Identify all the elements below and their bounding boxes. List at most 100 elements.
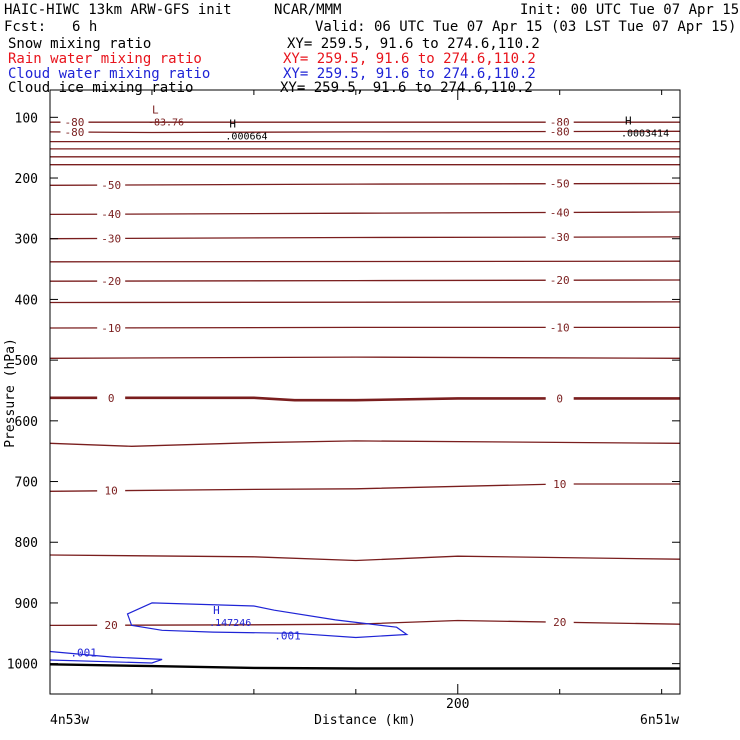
terrain-line (49, 663, 680, 670)
isotherm-line (50, 396, 680, 402)
isotherm-label: -40 (101, 208, 121, 221)
y-tick-label: 1000 (7, 658, 38, 673)
field-rain-label: Rain water mixing ratio (8, 51, 202, 67)
isotherm-line (49, 236, 681, 240)
cloud-water-contour (126, 602, 409, 639)
isotherm-label-bg (545, 116, 574, 129)
x-tick-label: 200 (446, 697, 469, 712)
y-tick-label: 700 (15, 476, 38, 491)
plot-frame (49, 89, 681, 695)
isotherm-line (49, 130, 681, 134)
forecast-label: Fcst: (4, 19, 47, 35)
plot-border (49, 89, 681, 695)
cloud-water-label: .001 (274, 629, 301, 642)
field-cloud-water-label: Cloud water mixing ratio (8, 66, 211, 82)
isotherm-label-bg (545, 392, 574, 405)
field-cloud-ice-xy: XY= 259.5, 91.6 to 274.6,110.2 (280, 80, 533, 96)
field-cloud-ice-label: Cloud ice mixing ratio (8, 80, 194, 96)
y-tick-label: 200 (15, 172, 38, 187)
isotherm-line (49, 211, 681, 216)
isotherm-label-bg (545, 321, 574, 334)
isotherm-line (49, 301, 681, 304)
isotherm-label: -80 (65, 126, 85, 139)
extremum-letter: H (229, 118, 236, 131)
valid-time: Valid: 06 UTC Tue 07 Apr 15 (03 LST Tue … (315, 19, 737, 35)
isotherm-label: 20 (105, 619, 118, 632)
field-cloud-water-xy: XY= 259.5, 91.6 to 274.6,110.2 (283, 66, 536, 82)
extremum-letter: L (152, 104, 159, 117)
isotherm-line (49, 483, 680, 492)
isotherm-label: -80 (65, 116, 85, 129)
extremum-value: -83.76 (148, 118, 184, 129)
isotherm-line (49, 440, 681, 447)
y-tick-label: 100 (15, 111, 38, 126)
isotherm-label: 0 (108, 392, 115, 405)
isotherm-label-bg (545, 177, 574, 190)
forecast-hour: 6 h (72, 19, 98, 35)
cloud-water-label: .001 (70, 646, 97, 659)
extremum-value: .0003414 (621, 129, 669, 140)
y-tick-label: 500 (15, 354, 38, 369)
isotherm-label: -80 (550, 126, 570, 139)
init-time: Init: 00 UTC Tue 07 Apr 15 (520, 2, 740, 18)
extremum-value: .000664 (225, 132, 267, 143)
left-corner-label: 4n53w (50, 713, 89, 728)
isotherm-label-bg (97, 391, 126, 404)
isotherm-label-bg (545, 274, 574, 287)
isotherm-label: 10 (553, 478, 566, 491)
isotherm-line (49, 279, 681, 282)
isotherm-label: -30 (550, 231, 570, 244)
org-label: NCAR/MMM (274, 2, 342, 18)
isotherm-label: 10 (105, 485, 118, 498)
isotherm-line (49, 554, 681, 562)
field-rain-xy: XY= 259.5, 91.6 to 274.6,110.2 (283, 51, 536, 67)
isotherm-label: -10 (550, 321, 570, 334)
isotherm-label-bg (545, 231, 574, 244)
isotherm-label-bg (97, 275, 126, 288)
cloud-water-contours: .001 .001 (49, 602, 409, 664)
isotherm-label-bg (545, 616, 574, 629)
isotherm-label: -10 (101, 322, 121, 335)
y-tick-label: 900 (15, 597, 38, 612)
right-corner-label: 6n51w (640, 713, 679, 728)
y-tick-label: 600 (15, 415, 38, 430)
y-tick-label: 300 (15, 233, 38, 248)
isotherm-label-bg (545, 477, 574, 490)
isotherm-label-bg (545, 125, 574, 138)
isotherm-label-bg (97, 232, 126, 245)
field-snow-xy: XY= 259.5, 91.6 to 274.6,110.2 (287, 36, 540, 52)
isotherm-label-bg (97, 179, 126, 192)
y-tick-label: 400 (15, 293, 38, 308)
isotherm-label: -30 (101, 232, 121, 245)
isotherm-line (49, 326, 680, 329)
run-title: HAIC-HIWC 13km ARW-GFS init (4, 2, 232, 18)
isotherm-label: -20 (101, 275, 121, 288)
field-snow-label: Snow mixing ratio (8, 36, 152, 52)
isotherm-label: 0 (556, 392, 563, 405)
isotherm-label-bg (60, 116, 89, 129)
x-axis-label: Distance (km) (314, 713, 416, 728)
terrain-surface (49, 663, 680, 670)
extremum-letter: H (213, 604, 220, 617)
isotherm-line (49, 260, 681, 263)
y-axis-label: Pressure (hPa) (3, 338, 18, 448)
isotherm-label: -40 (550, 206, 570, 219)
isotherm-label-bg (97, 619, 126, 632)
isotherm-label-bg (97, 321, 126, 334)
y-tick-label: 800 (15, 536, 38, 551)
isotherm-label: -20 (550, 274, 570, 287)
temperature-isotherms: -80 -80-80 -80-50 -50-40 -40-30 -30-20 -20-10-… (49, 116, 681, 632)
isotherm-label-bg (97, 484, 126, 497)
isotherm-line (49, 356, 681, 359)
isotherm-line (49, 182, 681, 186)
isotherm-label: -50 (101, 179, 121, 192)
isotherm-line (49, 619, 681, 627)
isotherm-label-bg (97, 208, 126, 221)
isotherm-label-bg (545, 206, 574, 219)
isotherm-label: -50 (550, 178, 570, 191)
extremum-value: .147246 (209, 618, 251, 629)
cloud-water-contour (49, 650, 163, 664)
